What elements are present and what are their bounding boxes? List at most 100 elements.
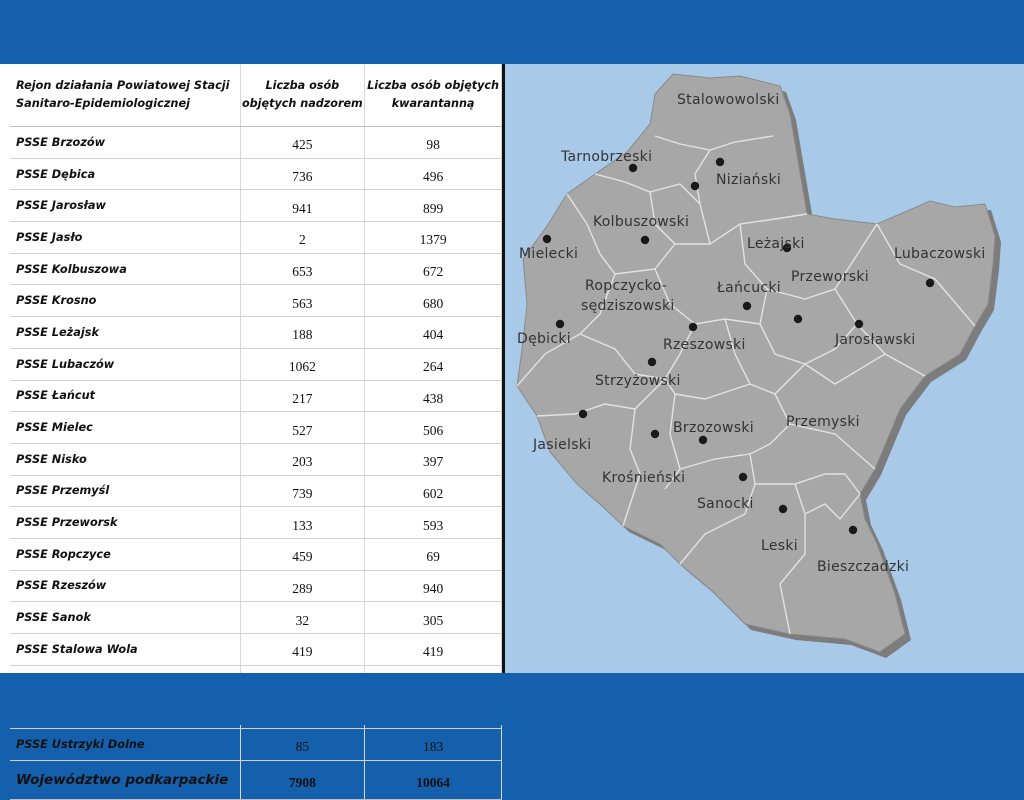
county-seat-dots — [542, 157, 935, 535]
row-region-name: PSSE Nisko — [10, 443, 241, 476]
row-region-name: PSSE Sanok — [10, 601, 241, 634]
row-quarantine-count: 305 — [364, 601, 502, 634]
row-region-name: PSSE Krosno — [10, 284, 241, 318]
row-region-name: PSSE Dębica — [10, 158, 241, 191]
row-quarantine-count: 593 — [364, 506, 502, 539]
table-row: PSSE Jarosław 941 899 — [10, 189, 502, 223]
label-kolbuszowski: Kolbuszowski — [593, 214, 689, 230]
row-quarantine-count: 506 — [364, 411, 502, 444]
seat-dot-brzozow — [698, 435, 708, 445]
row-quarantine-count: 680 — [364, 284, 502, 318]
row-quarantine-count: 602 — [364, 475, 502, 508]
row-supervision-count: 653 — [240, 253, 366, 286]
row-supervision-count: 1062 — [240, 348, 366, 381]
label-lancucki: Łańcucki — [716, 280, 781, 296]
header-quarantine: Liczba osób objętych kwarantanną — [364, 64, 502, 127]
label-ropczycko: Ropczycko- — [585, 278, 667, 294]
label-przeworski: Przeworski — [791, 269, 869, 285]
total-supervision-count: 7908 — [240, 760, 366, 800]
row-supervision-count: 85 — [240, 728, 366, 761]
label-jasielski: Jasielski — [532, 437, 591, 453]
row-supervision-count: 739 — [240, 475, 366, 508]
row-supervision-count: 941 — [240, 189, 366, 223]
table-row: PSSE Brzozów 425 98 — [10, 126, 502, 159]
row-supervision-count: 527 — [240, 411, 366, 444]
seat-dot-stalowa-wola — [690, 181, 700, 191]
label-rzeszowski: Rzeszowski — [663, 337, 746, 353]
table-row: PSSE Lubaczów 1062 264 — [10, 348, 502, 381]
label-debicki: Dębicki — [517, 331, 571, 347]
header-region: Rejon działania Powiatowej Stacji Sanita… — [10, 64, 241, 127]
row-quarantine-count: 397 — [364, 443, 502, 476]
table-row: PSSE Ropczyce 459 69 — [10, 538, 502, 571]
row-quarantine-count: 672 — [364, 253, 502, 286]
seat-dot-lancut — [742, 301, 752, 311]
label-lezajski: Leżajski — [747, 236, 805, 252]
seat-dot-kolbuszowa — [640, 235, 650, 245]
row-supervision-count: 188 — [240, 316, 366, 349]
row-region-name: PSSE Ustrzyki Dolne — [10, 728, 241, 761]
seat-dot-debica — [555, 319, 565, 329]
seat-dot-strzyzow — [647, 357, 657, 367]
label-strzyzowski: Strzyżowski — [595, 373, 681, 389]
seat-dot-mielec — [542, 234, 552, 244]
row-region-name: PSSE Mielec — [10, 411, 241, 444]
table-row: PSSE Przemyśl 739 602 — [10, 475, 502, 508]
seat-dot-ustrzyki — [848, 525, 858, 535]
table-row: PSSE Sanok 32 305 — [10, 601, 502, 634]
table-row: PSSE Mielec 527 506 — [10, 411, 502, 444]
row-region-name: PSSE Leżajsk — [10, 316, 241, 349]
row-quarantine-count: 69 — [364, 538, 502, 571]
row-region-name: PSSE Kolbuszowa — [10, 253, 241, 286]
row-quarantine-count: 419 — [364, 633, 502, 666]
row-quarantine-count: 438 — [364, 380, 502, 413]
row-supervision-count: 32 — [240, 601, 366, 634]
seat-dot-lezajsk — [782, 243, 792, 253]
seat-dot-lesko — [778, 504, 788, 514]
label-sedziszowski: sędziszowski — [581, 298, 675, 314]
total-region-name: Województwo podkarpackie — [10, 760, 241, 800]
label-jaroslawski: Jarosławski — [834, 332, 916, 348]
row-quarantine-count: 496 — [364, 158, 502, 191]
label-lubaczowski: Lubaczowski — [894, 246, 986, 262]
row-region-name: PSSE Ropczyce — [10, 538, 241, 571]
label-przemyski: Przemyski — [786, 414, 860, 430]
row-quarantine-count: 404 — [364, 316, 502, 349]
row-supervision-count: 563 — [240, 284, 366, 318]
table-row: PSSE Jasło 2 1379 — [10, 221, 502, 254]
map-panel: Stalowowolski Tarnobrzeski Niziański Kol… — [505, 64, 1024, 673]
row-supervision-count: 459 — [240, 538, 366, 571]
row-supervision-count: 203 — [240, 443, 366, 476]
label-mielecki: Mielecki — [519, 246, 578, 262]
seat-dot-sanok — [738, 472, 748, 482]
table-row: PSSE Rzeszów 289 940 — [10, 570, 502, 603]
row-region-name: PSSE Jasło — [10, 221, 241, 254]
row-region-name: PSSE Jarosław — [10, 189, 241, 223]
table-row: PSSE Dębica 736 496 — [10, 158, 502, 191]
row-quarantine-count: 940 — [364, 570, 502, 603]
table-row: PSSE Łańcut 217 438 — [10, 380, 502, 413]
row-quarantine-count: 183 — [364, 728, 502, 761]
row-quarantine-count: 264 — [364, 348, 502, 381]
row-quarantine-count: 98 — [364, 126, 502, 159]
row-region-name: PSSE Przeworsk — [10, 506, 241, 539]
row-region-name: PSSE Brzozów — [10, 126, 241, 159]
table-row: PSSE Leżajsk 188 404 — [10, 316, 502, 349]
total-quarantine-count: 10064 — [364, 760, 502, 800]
table-row: PSSE Kolbuszowa 653 672 — [10, 253, 502, 286]
label-bieszczadzki: Bieszczadzki — [817, 559, 909, 575]
seat-dot-tarnobrzeg — [628, 163, 638, 173]
podkarpackie-map: Stalowowolski Tarnobrzeski Niziański Kol… — [516, 73, 1001, 658]
row-quarantine-count: 899 — [364, 189, 502, 223]
label-leski: Leski — [761, 538, 798, 554]
seat-dot-nisko — [715, 157, 725, 167]
table-row: PSSE Ustrzyki Dolne 85 183 — [10, 728, 502, 761]
seat-dot-jaroslaw — [854, 319, 864, 329]
label-nizanski: Niziański — [716, 172, 781, 188]
top-bar — [0, 0, 1024, 64]
table-row: PSSE Stalowa Wola 419 419 — [10, 633, 502, 666]
row-supervision-count: 217 — [240, 380, 366, 413]
row-supervision-count: 425 — [240, 126, 366, 159]
row-supervision-count: 2 — [240, 221, 366, 254]
seat-dot-jaslo — [578, 409, 588, 419]
